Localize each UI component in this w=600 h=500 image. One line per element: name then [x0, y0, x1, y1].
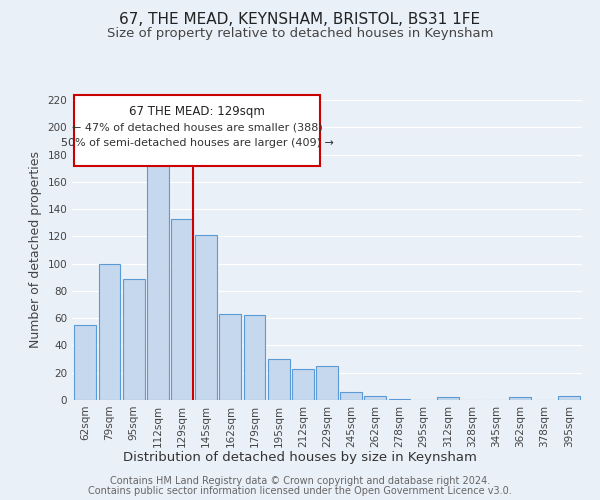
Text: Contains HM Land Registry data © Crown copyright and database right 2024.: Contains HM Land Registry data © Crown c… [110, 476, 490, 486]
Text: Contains public sector information licensed under the Open Government Licence v3: Contains public sector information licen… [88, 486, 512, 496]
Bar [558, 396, 580, 400]
Bar [389, 398, 410, 400]
Bar [268, 359, 290, 400]
Bar [147, 162, 169, 400]
Bar [340, 392, 362, 400]
Text: ← 47% of detached houses are smaller (388): ← 47% of detached houses are smaller (38… [71, 122, 322, 132]
Text: 67 THE MEAD: 129sqm: 67 THE MEAD: 129sqm [129, 106, 265, 118]
Bar [98, 264, 121, 400]
Bar [171, 218, 193, 400]
Text: 67, THE MEAD, KEYNSHAM, BRISTOL, BS31 1FE: 67, THE MEAD, KEYNSHAM, BRISTOL, BS31 1F… [119, 12, 481, 28]
Bar [509, 398, 531, 400]
Text: 50% of semi-detached houses are larger (409) →: 50% of semi-detached houses are larger (… [61, 138, 334, 148]
Text: Size of property relative to detached houses in Keynsham: Size of property relative to detached ho… [107, 28, 493, 40]
Bar [74, 325, 96, 400]
Bar [437, 398, 459, 400]
Bar [292, 368, 314, 400]
Bar [220, 314, 241, 400]
Bar [123, 278, 145, 400]
Text: Distribution of detached houses by size in Keynsham: Distribution of detached houses by size … [123, 451, 477, 464]
Bar [195, 235, 217, 400]
Bar [364, 396, 386, 400]
Bar [244, 316, 265, 400]
Y-axis label: Number of detached properties: Number of detached properties [29, 152, 42, 348]
Bar [316, 366, 338, 400]
